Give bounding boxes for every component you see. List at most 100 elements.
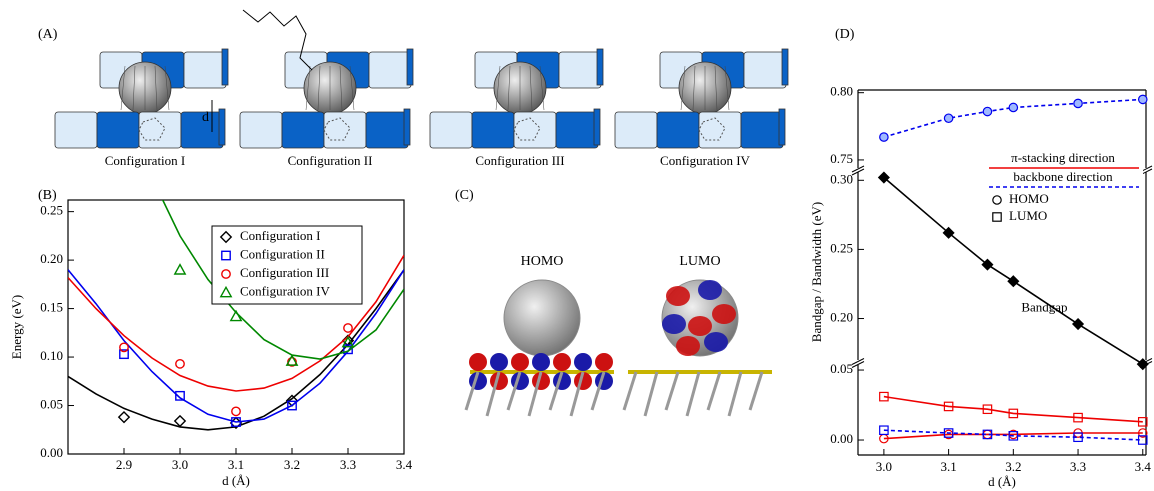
y-tick-label: 0.20 — [40, 251, 63, 266]
x-tick-label: 3.3 — [340, 457, 356, 472]
orbital-lobe — [666, 286, 690, 306]
orbital-lobe — [698, 280, 722, 300]
y-tick-label: 0.00 — [830, 431, 853, 446]
series-annotation: Bandgap — [1021, 300, 1067, 315]
block — [97, 112, 139, 148]
block — [556, 112, 598, 148]
block — [657, 112, 699, 148]
x-tick-label: 3.4 — [396, 457, 413, 472]
x-tick-label: 3.2 — [284, 457, 300, 472]
block — [699, 112, 741, 148]
panel-label: (C) — [455, 188, 474, 203]
legend-label: Configuration I — [240, 228, 321, 243]
configuration-label: Configuration I — [105, 153, 186, 168]
fullerene — [504, 280, 580, 356]
y-tick-label: 0.15 — [40, 300, 63, 315]
orbital-lobe — [712, 304, 736, 324]
block — [184, 52, 226, 88]
block — [139, 112, 181, 148]
data-point — [232, 407, 240, 415]
legend-label: backbone direction — [1013, 169, 1113, 184]
orbital-lobe — [511, 353, 529, 371]
x-axis-label: d (Å) — [988, 474, 1016, 489]
side-chain — [624, 372, 636, 410]
y-tick-label: 0.05 — [40, 397, 63, 412]
side-chain — [729, 372, 741, 416]
side-chain — [750, 372, 762, 410]
side-chain — [687, 372, 699, 416]
data-point — [1074, 99, 1082, 107]
block — [282, 112, 324, 148]
block-edge — [594, 109, 600, 145]
side-chain — [708, 372, 720, 410]
block-edge — [597, 49, 603, 85]
panel-label: (A) — [38, 27, 58, 42]
orbital-label: LUMO — [679, 254, 720, 269]
configuration-label: Configuration III — [475, 153, 564, 168]
block — [430, 112, 472, 148]
y-tick-label: 0.05 — [830, 361, 853, 376]
y-tick-label: 0.10 — [40, 348, 63, 363]
block — [55, 112, 97, 148]
configuration-label: Configuration II — [288, 153, 373, 168]
block-edge — [782, 49, 788, 85]
y-tick-label: 0.75 — [830, 151, 853, 166]
figure: (A) (B) (C) (D) Configuration IConfigura… — [0, 0, 1154, 491]
orbital-lobe — [688, 316, 712, 336]
block-edge — [407, 49, 413, 85]
data-point — [1009, 103, 1017, 111]
orbital-label: HOMO — [521, 254, 564, 269]
data-point — [880, 133, 888, 141]
block-edge — [404, 109, 410, 145]
x-tick-label: 3.2 — [1005, 459, 1021, 474]
x-tick-label: 3.4 — [1135, 459, 1152, 474]
block-edge — [219, 109, 225, 145]
block-edge — [222, 49, 228, 85]
orbital-lobe — [595, 353, 613, 371]
block — [324, 112, 366, 148]
data-point — [944, 114, 952, 122]
orbital-lobe — [469, 353, 487, 371]
x-tick-label: 3.1 — [228, 457, 244, 472]
block — [744, 52, 786, 88]
block — [369, 52, 411, 88]
block — [741, 112, 783, 148]
data-point — [1008, 276, 1018, 286]
x-tick-label: 2.9 — [116, 457, 132, 472]
orbital-lobe — [676, 336, 700, 356]
configurations-illustration: Configuration I Configuration II Configura… — [55, 10, 788, 168]
configuration-label: Configuration IV — [660, 153, 751, 168]
block — [240, 112, 282, 148]
x-tick-label: 3.3 — [1070, 459, 1086, 474]
data-point — [344, 324, 352, 332]
orbital-lobe — [532, 353, 550, 371]
legend-label: Configuration II — [240, 246, 325, 261]
block — [514, 112, 556, 148]
orbital-lobe — [490, 353, 508, 371]
legend-label: Configuration IV — [240, 283, 331, 298]
x-axis-label: d (Å) — [222, 473, 250, 488]
y-tick-label: 0.30 — [830, 171, 853, 186]
orbital-illustration: HOMO LUMO — [466, 254, 772, 416]
legend-label: Configuration III — [240, 265, 329, 280]
block — [366, 112, 408, 148]
orbital-lobe — [662, 314, 686, 334]
legend-label: π-stacking direction — [1011, 150, 1115, 165]
panel-label: (B) — [38, 188, 57, 203]
orbital-lobe — [574, 353, 592, 371]
data-point — [119, 412, 129, 422]
y-tick-label: 0.80 — [830, 84, 853, 99]
x-tick-label: 3.1 — [940, 459, 956, 474]
data-point — [983, 107, 991, 115]
data-point — [176, 360, 184, 368]
x-tick-label: 3.0 — [876, 459, 892, 474]
data-point — [175, 265, 185, 274]
block-edge — [779, 109, 785, 145]
x-tick-label: 3.0 — [172, 457, 188, 472]
block — [615, 112, 657, 148]
panel-label: (D) — [835, 27, 855, 42]
data-point — [1139, 95, 1147, 103]
side-chain — [645, 372, 657, 416]
y-axis-label: Energy (eV) — [9, 295, 24, 359]
y-axis-label: Bandgap / Bandwidth (eV) — [809, 202, 824, 342]
